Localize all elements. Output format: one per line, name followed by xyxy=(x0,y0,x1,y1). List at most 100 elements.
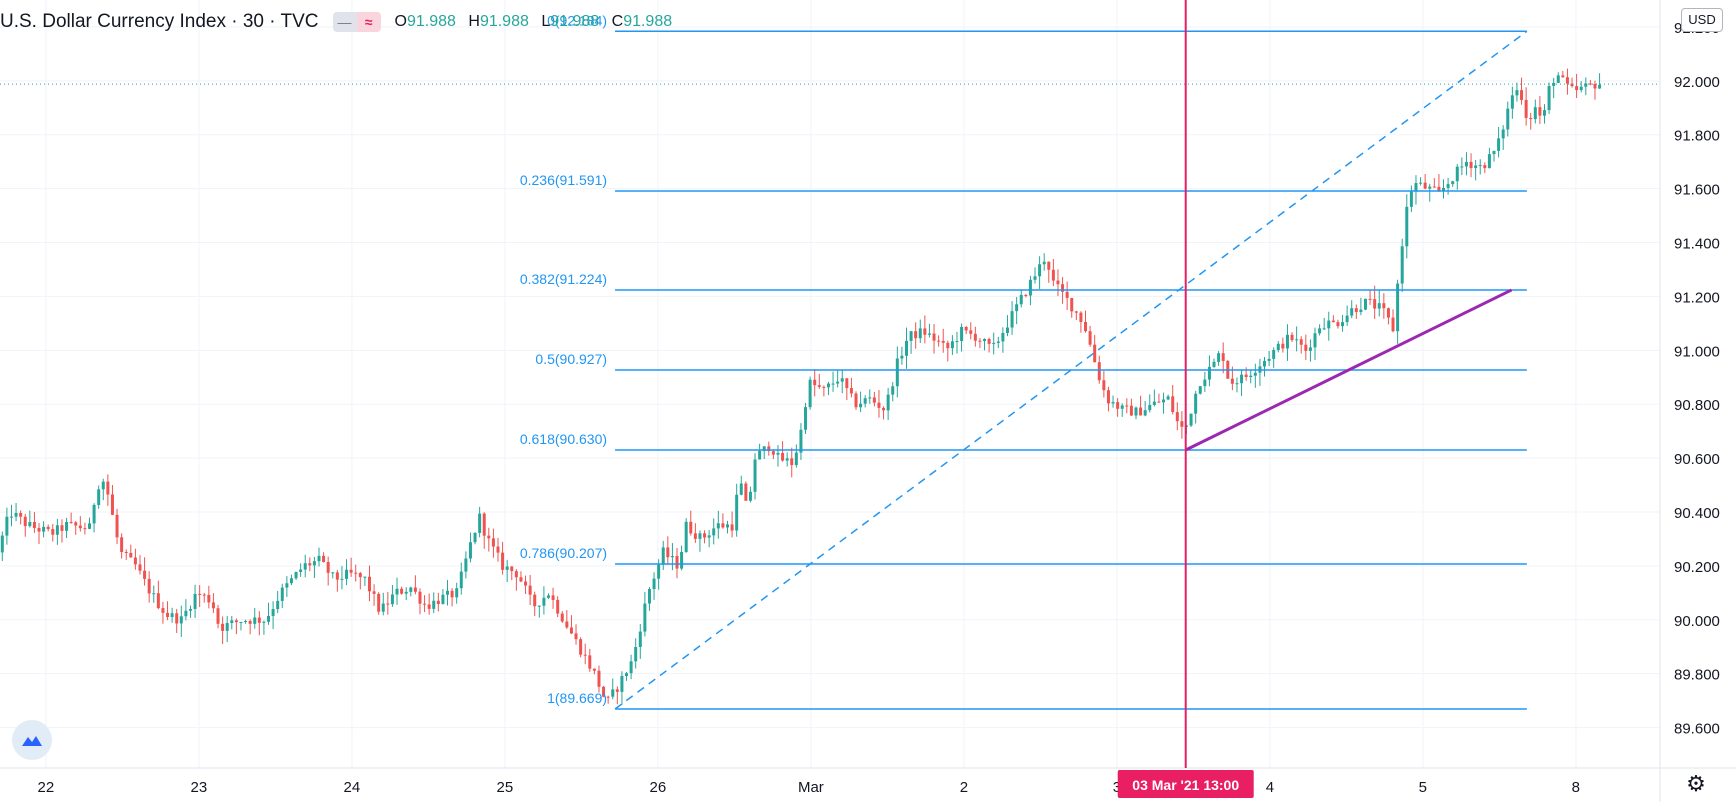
price-tick-label: 91.800 xyxy=(1674,128,1720,145)
candle-body xyxy=(156,593,160,609)
candle-body xyxy=(5,516,9,536)
candle-body xyxy=(1010,311,1014,328)
candle-body xyxy=(1079,312,1083,322)
time-tick-label: 25 xyxy=(497,779,514,796)
candle-body xyxy=(551,595,555,600)
candle-body xyxy=(602,686,606,697)
fib-level-label: 0.382(91.224) xyxy=(520,271,607,287)
candle-body xyxy=(1180,421,1184,427)
candle-body xyxy=(1414,183,1418,192)
candle-body xyxy=(868,397,872,399)
candle-body xyxy=(404,591,408,594)
candle-body xyxy=(606,696,610,698)
symbol-title[interactable]: U.S. Dollar Currency Index · 30 · TVC xyxy=(0,11,319,32)
candle-body xyxy=(1487,154,1491,169)
candle-body xyxy=(1455,166,1459,182)
candle-body xyxy=(854,393,858,408)
candle-body xyxy=(441,594,445,604)
candle-body xyxy=(1423,182,1427,189)
candle-body xyxy=(1106,390,1110,404)
candle-body xyxy=(1570,83,1574,87)
candle-body xyxy=(1061,284,1065,292)
candle-body xyxy=(914,331,918,339)
fib-level-label: 0.618(90.630) xyxy=(520,431,607,447)
candle-body xyxy=(207,594,211,603)
candle-body xyxy=(1097,362,1101,381)
tradingview-logo-icon[interactable] xyxy=(12,720,52,760)
candle-body xyxy=(345,569,349,579)
candle-body xyxy=(826,383,830,388)
candle-body xyxy=(987,339,991,344)
candle-body xyxy=(941,340,945,343)
candle-body xyxy=(455,588,459,598)
settings-gear-icon[interactable]: ⚙ xyxy=(1686,771,1706,796)
candle-body xyxy=(560,613,564,622)
candle-body xyxy=(1230,378,1234,384)
candle-body xyxy=(1492,150,1496,155)
candle-body xyxy=(184,610,188,617)
candle-body xyxy=(707,535,711,538)
candle-body xyxy=(712,528,716,536)
candle-body xyxy=(1056,280,1060,285)
candle-body xyxy=(1386,308,1390,318)
currency-button[interactable]: USD xyxy=(1681,8,1723,32)
candle-body xyxy=(950,341,954,349)
candle-body xyxy=(937,340,941,342)
candle-body xyxy=(253,617,257,624)
candle-body xyxy=(556,599,560,614)
candle-body xyxy=(1331,320,1335,323)
candle-body xyxy=(882,407,886,411)
candle-body xyxy=(32,522,36,528)
candle-body xyxy=(248,620,252,624)
candle-body xyxy=(721,523,725,528)
candle-body xyxy=(960,326,964,342)
candle-body xyxy=(225,623,229,631)
candle-body xyxy=(904,340,908,356)
candle-body xyxy=(1047,261,1051,270)
fib-level-label: 0.786(90.207) xyxy=(520,545,607,561)
candle-body xyxy=(1051,269,1055,281)
candle-body xyxy=(446,590,450,595)
candle-body xyxy=(845,378,849,389)
time-tick-label: 5 xyxy=(1419,779,1427,796)
candle-body xyxy=(1166,396,1170,400)
price-tick-label: 90.800 xyxy=(1674,397,1720,414)
candle-body xyxy=(657,564,661,579)
candle-body xyxy=(60,525,64,531)
candle-body xyxy=(1272,350,1276,359)
candle-body xyxy=(1024,294,1028,296)
candle-body xyxy=(1419,182,1423,184)
candle-body xyxy=(133,557,137,565)
candle-body xyxy=(849,388,853,394)
candle-body xyxy=(1515,90,1519,96)
candle-body xyxy=(289,578,293,584)
price-tick-label: 91.400 xyxy=(1674,236,1720,253)
candle-body xyxy=(1510,95,1514,109)
compare-series-icon[interactable]: ≈ xyxy=(356,12,381,32)
candle-body xyxy=(74,522,78,526)
candle-body xyxy=(1111,402,1115,404)
price-tick-label: 90.000 xyxy=(1674,613,1720,630)
candle-body xyxy=(1584,83,1588,87)
candle-body xyxy=(390,594,394,605)
hide-series-icon[interactable]: — xyxy=(332,12,357,32)
candle-body xyxy=(1189,413,1193,426)
candle-body xyxy=(1028,279,1032,296)
trend-line xyxy=(1185,288,1513,452)
candle-body xyxy=(946,342,950,349)
candle-body xyxy=(303,563,307,570)
candle-body xyxy=(620,676,624,692)
candle-body xyxy=(900,355,904,359)
candle-body xyxy=(872,397,876,403)
candle-body xyxy=(1542,110,1546,116)
candle-body xyxy=(372,591,376,594)
candle-body xyxy=(1253,372,1257,376)
series-toggle[interactable]: — ≈ xyxy=(332,12,381,32)
candle-body xyxy=(1556,75,1560,83)
candle-body xyxy=(932,333,936,341)
candle-body xyxy=(886,394,890,411)
candle-body xyxy=(615,689,619,692)
candle-body xyxy=(46,526,50,530)
candle-body xyxy=(877,402,881,408)
